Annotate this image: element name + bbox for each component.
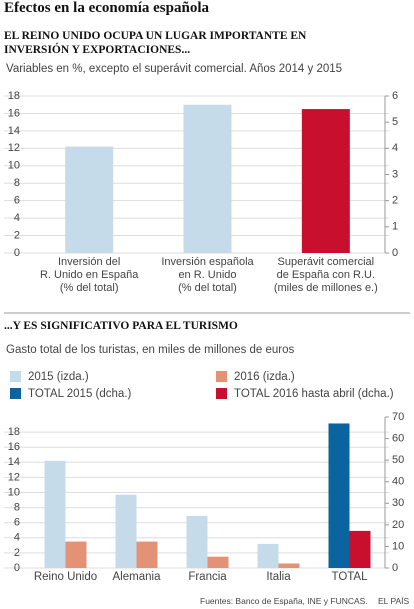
y2-tick-label: 70 bbox=[392, 411, 404, 423]
y2-tick-label: 50 bbox=[392, 454, 404, 466]
y2-tick-label: 0 bbox=[392, 562, 398, 574]
x-tick-label: Alemania bbox=[112, 571, 161, 583]
y2-tick-label: 1 bbox=[392, 221, 398, 233]
y2-tick-label: 10 bbox=[392, 540, 404, 552]
legend-swatch bbox=[10, 388, 21, 399]
y-tick-label: 12 bbox=[8, 142, 20, 154]
chart-title: ...Y ES SIGNIFICATIVO PARA EL TURISMO bbox=[4, 320, 238, 332]
y-tick-label: 18 bbox=[8, 90, 20, 102]
legend-label: TOTAL 2015 (dcha.) bbox=[28, 388, 132, 400]
y-tick-label: 4 bbox=[14, 532, 20, 544]
y2-tick-label: 4 bbox=[392, 142, 398, 154]
x-tick-label: Inversión española en R. Unido (% del to… bbox=[161, 256, 254, 294]
brand: EL PAÍS bbox=[378, 596, 410, 606]
legend-swatch bbox=[216, 388, 227, 399]
y-tick-label: 4 bbox=[14, 212, 20, 224]
y-tick-label: 2 bbox=[14, 547, 20, 559]
y-tick-label: 18 bbox=[8, 426, 20, 438]
y2-tick-label: 0 bbox=[392, 247, 398, 259]
chart-subtitle: Gasto total de los turistas, en miles de… bbox=[6, 344, 295, 356]
y-tick-label: 10 bbox=[8, 160, 20, 172]
y2-tick-label: 5 bbox=[392, 116, 398, 128]
legend-label: 2015 (izda.) bbox=[28, 371, 89, 383]
bar bbox=[44, 460, 66, 568]
y2-tick-label: 20 bbox=[392, 519, 404, 531]
x-tick-label: Inversión del R. Unido en España (% del … bbox=[39, 256, 139, 294]
legend-label: 2016 (izda.) bbox=[234, 371, 295, 383]
y2-tick-label: 30 bbox=[392, 497, 404, 509]
y2-tick-label: 6 bbox=[392, 90, 398, 102]
x-tick-label: Reino Unido bbox=[33, 571, 98, 583]
y-tick-label: 0 bbox=[14, 247, 20, 259]
chart-title: EL REINO UNIDO OCUPA UN LUGAR IMPORTANTE… bbox=[4, 30, 307, 56]
bar bbox=[136, 541, 158, 568]
y-tick-label: 2 bbox=[14, 229, 20, 241]
legend-swatch bbox=[216, 371, 227, 382]
y-tick-label: 10 bbox=[8, 486, 20, 498]
y2-tick-label: 3 bbox=[392, 168, 398, 180]
y-tick-label: 8 bbox=[14, 502, 20, 514]
bar bbox=[349, 530, 371, 568]
y-tick-label: 14 bbox=[8, 125, 20, 137]
chart-subtitle: Variables en %, excepto el superávit com… bbox=[6, 63, 343, 75]
y-tick-label: 12 bbox=[8, 471, 20, 483]
y-tick-label: 16 bbox=[8, 107, 20, 119]
x-tick-label: Superávit comercial de España con R.U. (… bbox=[273, 256, 378, 294]
y-tick-label: 6 bbox=[14, 195, 20, 207]
bar bbox=[278, 563, 300, 568]
page-title: Efectos en la economía española bbox=[4, 0, 209, 16]
bar bbox=[65, 541, 87, 568]
x-tick-label: Italia bbox=[266, 571, 291, 583]
y-tick-label: 8 bbox=[14, 177, 20, 189]
y-tick-label: 16 bbox=[8, 441, 20, 453]
bar bbox=[115, 494, 137, 568]
legend-label: TOTAL 2016 hasta abril (dcha.) bbox=[234, 388, 394, 400]
y2-tick-label: 60 bbox=[392, 432, 404, 444]
bar bbox=[257, 543, 279, 568]
bar bbox=[301, 109, 350, 253]
bar bbox=[207, 556, 229, 568]
bar bbox=[65, 146, 114, 253]
legend-swatch bbox=[10, 371, 21, 382]
x-tick-label: TOTAL bbox=[331, 571, 368, 583]
bar bbox=[186, 515, 208, 568]
y-tick-label: 0 bbox=[14, 562, 20, 574]
y2-tick-label: 2 bbox=[392, 195, 398, 207]
source: Fuentes: Banco de España, INE y FUNCAS. bbox=[200, 596, 368, 606]
x-tick-label: Francia bbox=[188, 571, 227, 583]
bar bbox=[328, 423, 350, 568]
bar bbox=[183, 104, 232, 253]
y-tick-label: 6 bbox=[14, 517, 20, 529]
y-tick-label: 14 bbox=[8, 456, 20, 468]
y2-tick-label: 40 bbox=[392, 476, 404, 488]
